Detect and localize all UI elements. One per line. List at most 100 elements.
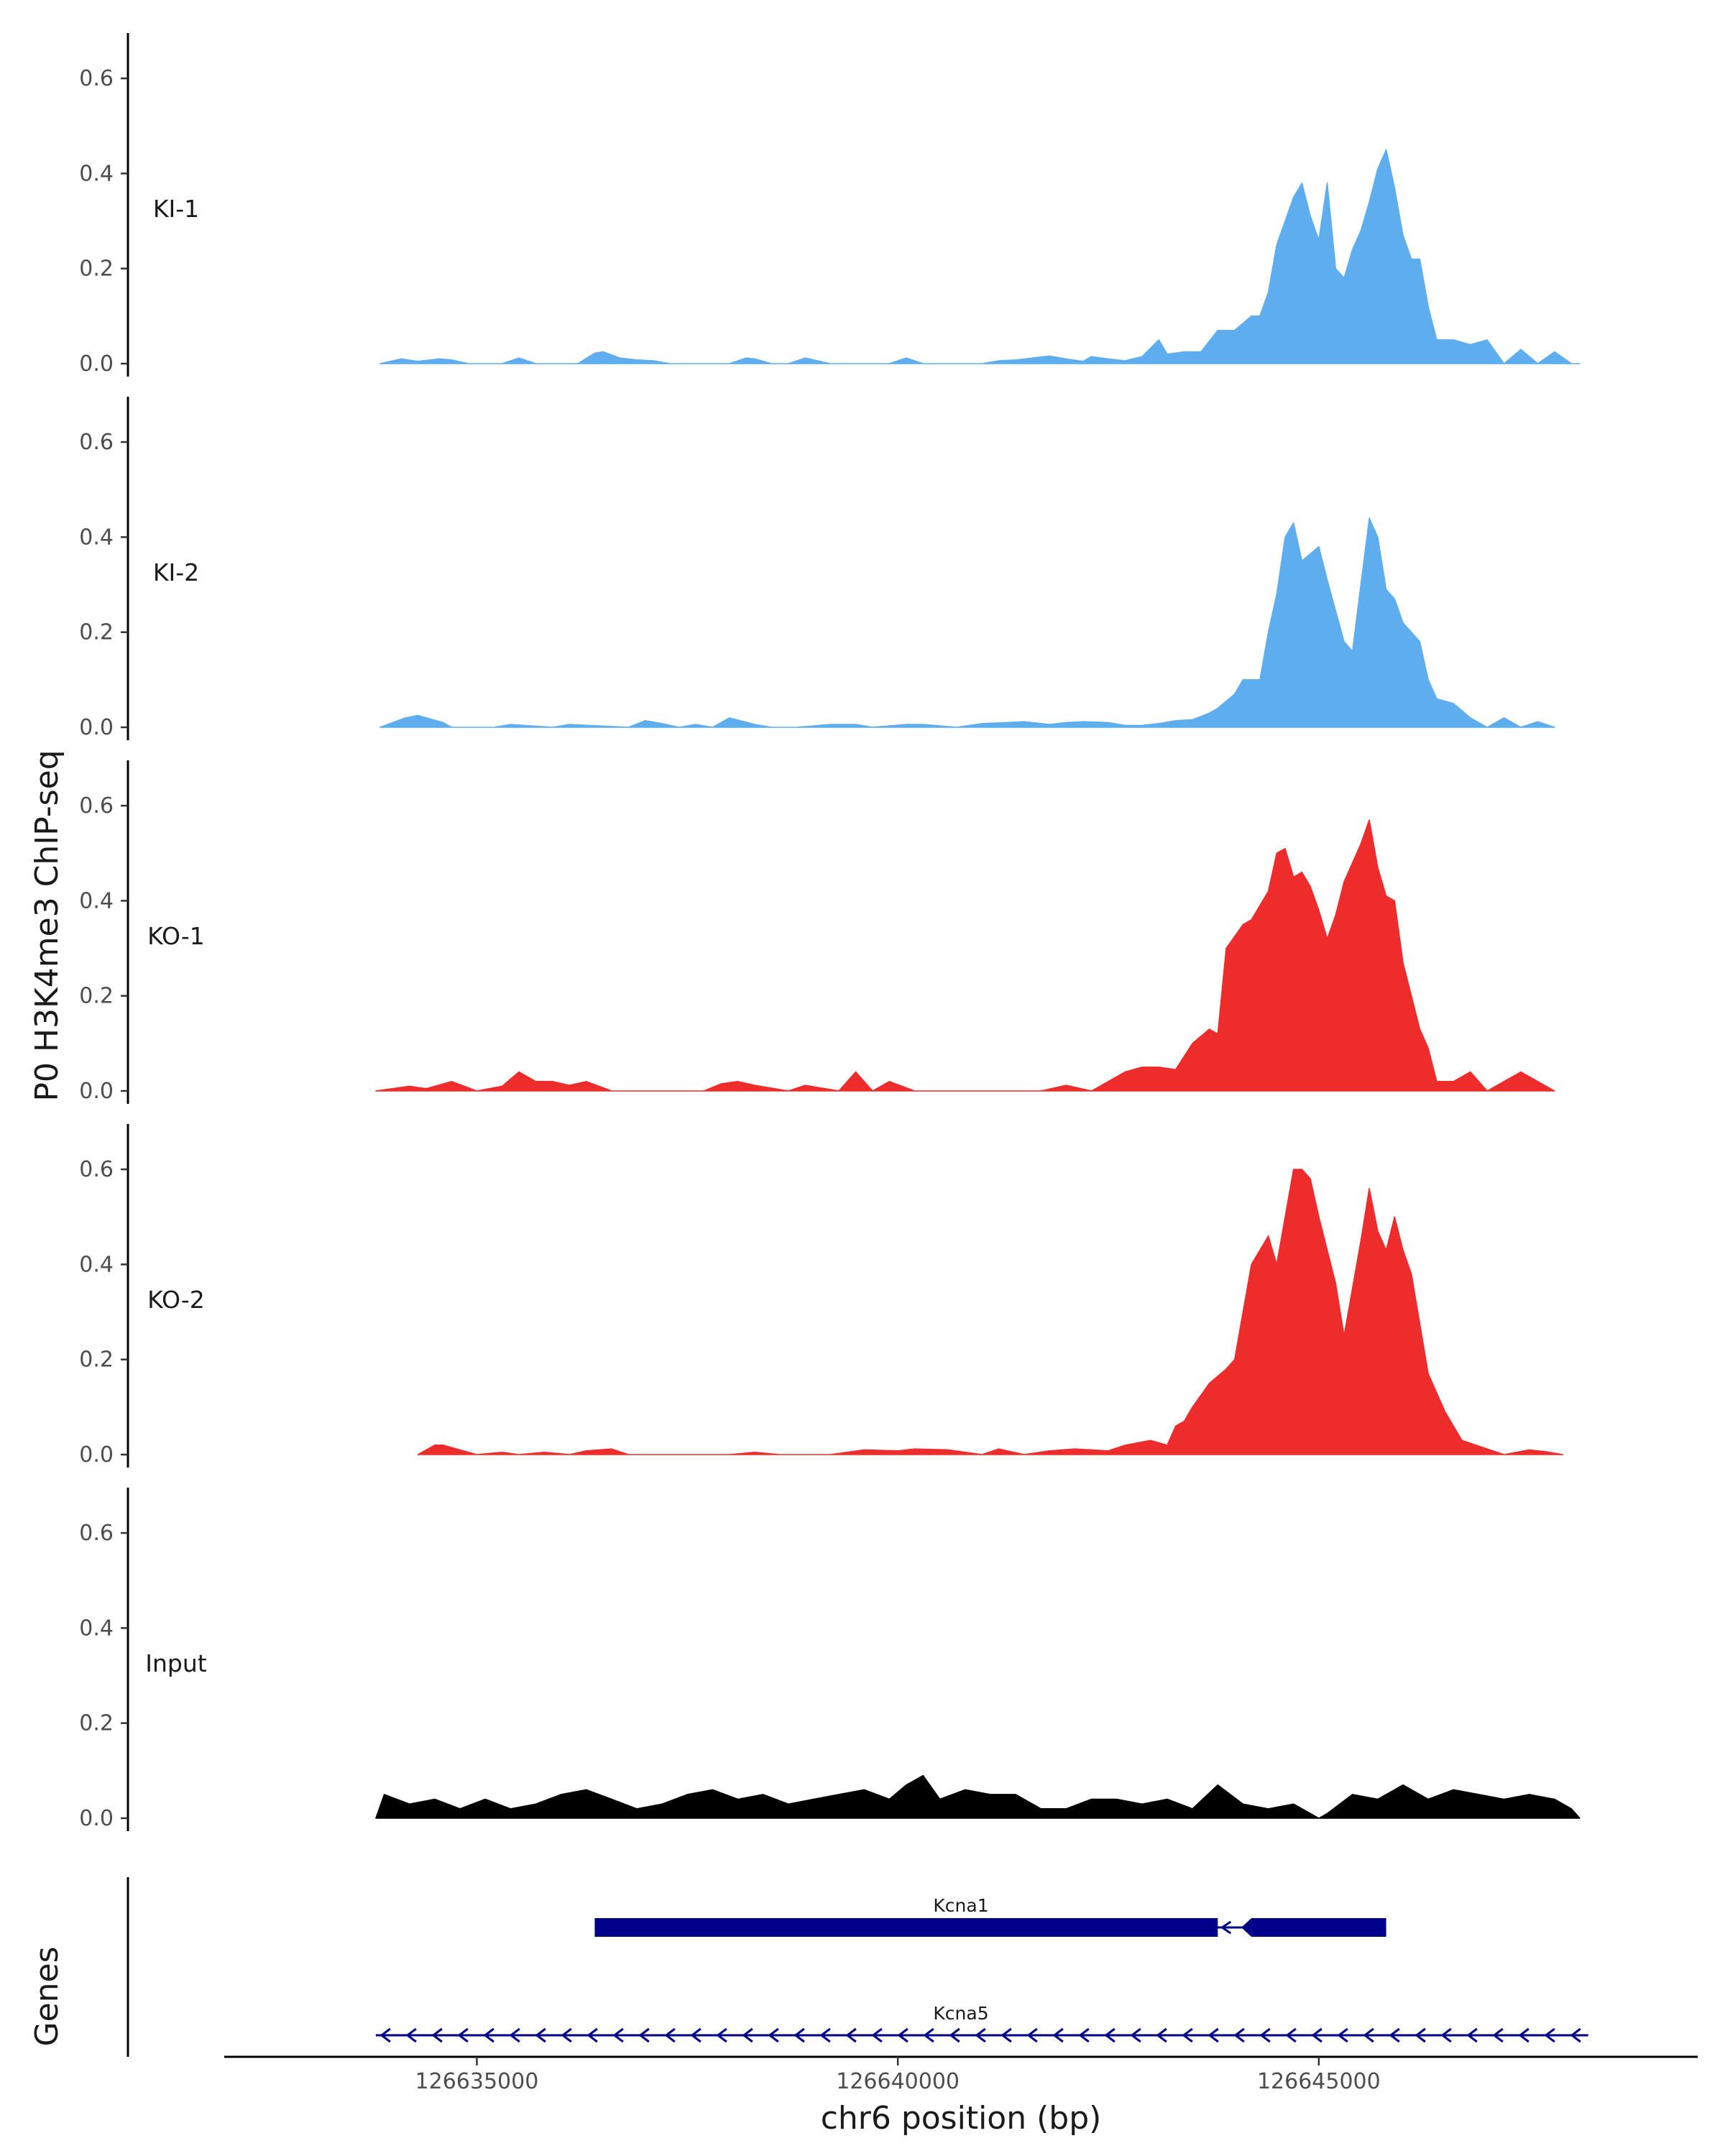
genes-layer: Kcna1 Kcna5: [126, 1877, 1588, 2057]
strand-arrow: [1518, 2027, 1530, 2043]
strand-arrow: [1259, 2027, 1271, 2043]
strand-arrow: [535, 2027, 546, 2043]
y-tick-label: 0.0: [79, 351, 114, 377]
strand-arrow: [716, 2027, 727, 2043]
strand-arrow: [586, 2027, 598, 2043]
track-label-ko-2: KO-2: [147, 1286, 205, 1314]
track-input: 0.0 0.2 0.4 0.6 Input: [79, 1488, 1581, 1831]
strand-arrow: [975, 2027, 986, 2043]
strand-arrow: [405, 2027, 417, 2043]
signal-area-ki-1: [379, 149, 1581, 364]
strand-arrow: [794, 2027, 805, 2043]
strand-arrow: [1000, 2027, 1012, 2043]
strand-arrow: [1337, 2027, 1348, 2043]
strand-arrow: [1544, 2027, 1555, 2043]
strand-arrow: [845, 2027, 857, 2043]
y-tick-label: 0.6: [79, 1521, 114, 1546]
exon-taper: [1241, 1918, 1252, 1937]
track-label-ki-1: KI-1: [153, 195, 199, 223]
y-tick-label: 0.4: [79, 525, 114, 550]
strand-arrow: [690, 2027, 702, 2043]
track-ko-1: 0.0 0.2 0.4 0.6 KO-1: [79, 760, 1555, 1104]
y-tick-label: 0.0: [79, 715, 114, 740]
gene-kcna1: Kcna1: [594, 1895, 1386, 1937]
strand-arrow: [871, 2027, 883, 2043]
strand-arrow: [923, 2027, 934, 2043]
strand-arrow: [1570, 2027, 1581, 2043]
strand-arrow: [768, 2027, 779, 2043]
strand-arrow: [483, 2027, 494, 2043]
signal-area-ki-2: [379, 517, 1555, 728]
strand-arrow: [1414, 2027, 1426, 2043]
x-axis: 126635000 126640000 126645000: [224, 2055, 1698, 2094]
x-tick-label: 126640000: [836, 2069, 960, 2094]
y-tick-label: 0.0: [79, 1079, 114, 1104]
strand-arrow: [1389, 2027, 1400, 2043]
gene-label-kcna1: Kcna1: [933, 1895, 988, 1916]
strand-arrow: [897, 2027, 908, 2043]
strand-arrow: [742, 2027, 753, 2043]
y-tick-label: 0.4: [79, 161, 114, 186]
y-tick-label: 0.2: [79, 1711, 114, 1736]
strand-arrow: [1078, 2027, 1090, 2043]
genes-axis-title: Genes: [29, 1946, 65, 2046]
track-label-ko-1: KO-1: [147, 922, 205, 950]
track-ki-1: 0.0 0.2 0.4 0.6 KI-1: [79, 33, 1581, 377]
track-ko-2: 0.0 0.2 0.4 0.6 KO-2: [79, 1124, 1564, 1468]
y-tick-label: 0.6: [79, 430, 114, 455]
strand-arrow: [380, 2027, 391, 2043]
y-axis-title: P0 H3K4me3 ChIP-seq: [29, 750, 65, 1101]
track-label-input: Input: [145, 1649, 207, 1677]
y-tick-label: 0.2: [79, 984, 114, 1009]
strand-arrow: [1208, 2027, 1219, 2043]
y-tick-label: 0.6: [79, 793, 114, 819]
y-tick-label: 0.4: [79, 1252, 114, 1277]
strand-arrow: [1492, 2027, 1504, 2043]
strand-arrow: [1182, 2027, 1193, 2043]
strand-arrow: [1130, 2027, 1141, 2043]
strand-arrow: [431, 2027, 443, 2043]
strand-arrow: [1363, 2027, 1374, 2043]
y-tick-label: 0.2: [79, 257, 114, 282]
strand-arrow: [819, 2027, 831, 2043]
signal-area-ko-1: [375, 819, 1555, 1092]
strand-arrow: [664, 2027, 676, 2043]
y-tick-label: 0.4: [79, 888, 114, 913]
strand-arrow: [949, 2027, 960, 2043]
x-tick-label: 126635000: [415, 2069, 539, 2094]
strand-arrow: [1233, 2027, 1245, 2043]
strand-arrow: [1220, 1920, 1232, 1935]
strand-arrow: [457, 2027, 469, 2043]
strand-arrow: [509, 2027, 520, 2043]
strand-arrow: [1285, 2027, 1297, 2043]
strand-arrow: [1440, 2027, 1452, 2043]
y-tick-label: 0.0: [79, 1442, 114, 1468]
strand-arrow: [1052, 2027, 1064, 2043]
exon-kcna1: [1251, 1918, 1386, 1937]
y-tick-label: 0.6: [79, 1157, 114, 1182]
gene-label-kcna5: Kcna5: [933, 2003, 988, 2024]
strand-arrow: [1311, 2027, 1322, 2043]
y-tick-label: 0.2: [79, 1348, 114, 1373]
strand-arrow: [1466, 2027, 1478, 2043]
y-tick-label: 0.6: [79, 66, 114, 91]
signal-area-ko-2: [417, 1169, 1564, 1455]
strand-arrow: [638, 2027, 650, 2043]
exon-kcna1: [594, 1918, 1218, 1937]
tracks-layer: 0.00.20.40.6KI-10.00.20.40.6KI-20.00.20.…: [79, 33, 1581, 1831]
track-ki-2: 0.0 0.2 0.4 0.6 KI-2: [79, 397, 1555, 740]
signal-area-input: [375, 1774, 1581, 1819]
strand-arrow: [1026, 2027, 1038, 2043]
strand-arrow: [561, 2027, 572, 2043]
x-tick-label: 126645000: [1257, 2069, 1381, 2094]
y-tick-label: 0.0: [79, 1806, 114, 1831]
strand-arrow: [1156, 2027, 1167, 2043]
strand-arrow: [612, 2027, 624, 2043]
x-axis-title: chr6 position (bp): [821, 2100, 1102, 2137]
track-label-ki-2: KI-2: [153, 558, 199, 586]
y-tick-label: 0.4: [79, 1616, 114, 1641]
strand-arrow: [1104, 2027, 1116, 2043]
gene-kcna5: Kcna5: [375, 2003, 1588, 2043]
y-tick-label: 0.2: [79, 620, 114, 645]
